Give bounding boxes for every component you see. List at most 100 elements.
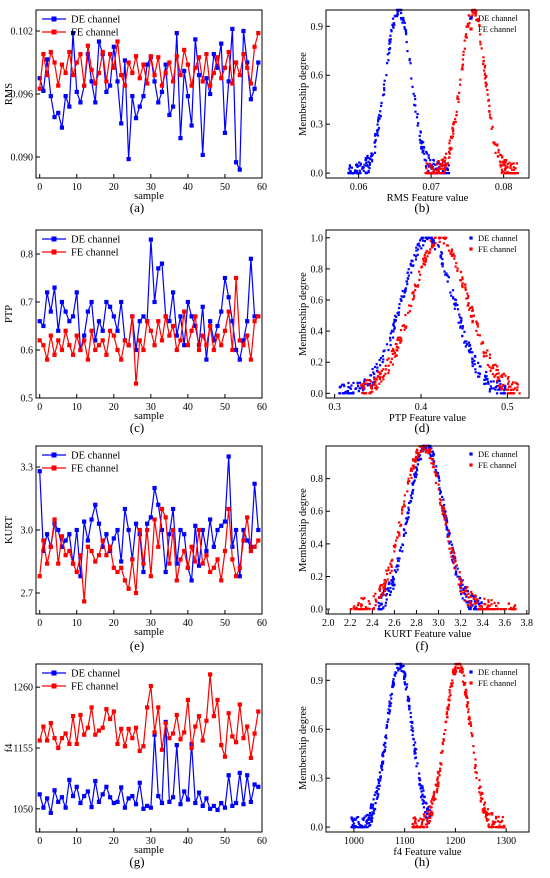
data-point: [458, 667, 461, 670]
data-point: [85, 43, 90, 48]
data-point: [428, 456, 431, 460]
data-point: [469, 723, 472, 726]
data-point: [368, 167, 371, 170]
data-point: [70, 352, 76, 357]
data-point: [59, 62, 65, 67]
data-point: [82, 333, 87, 338]
data-point: [434, 236, 437, 239]
data-point: [431, 802, 434, 805]
data-point: [478, 791, 481, 794]
data-point: [496, 369, 499, 372]
data-point: [447, 535, 450, 538]
data-point: [424, 811, 427, 814]
data-point: [443, 270, 446, 273]
data-point: [366, 813, 369, 817]
data-point: [403, 21, 406, 24]
data-point: [494, 604, 498, 607]
data-point: [504, 167, 507, 170]
data-point: [208, 517, 213, 522]
data-point: [472, 597, 476, 601]
data-point: [364, 608, 367, 611]
data-point: [52, 285, 57, 290]
data-point: [454, 118, 457, 121]
data-point: [390, 692, 393, 696]
data-point: [211, 544, 216, 549]
data-point: [348, 167, 351, 170]
data-point: [403, 27, 406, 31]
data-point: [389, 590, 392, 593]
data-point: [133, 381, 139, 386]
data-point: [445, 172, 448, 175]
data-point: [437, 784, 440, 788]
data-point: [442, 509, 445, 512]
data-point: [357, 821, 360, 824]
data-point: [379, 775, 382, 779]
data-point: [486, 812, 490, 815]
data-point: [512, 162, 515, 165]
data-point: [341, 392, 344, 395]
data-point: [471, 592, 474, 596]
data-point: [515, 382, 519, 385]
data-point: [385, 569, 388, 572]
data-point: [448, 695, 451, 698]
data-point: [456, 666, 460, 670]
y-tick-label: 0.9: [311, 676, 324, 687]
data-point: [349, 170, 352, 173]
data-point: [475, 320, 478, 323]
data-point: [491, 823, 494, 826]
y-tick-label: 0.3: [311, 774, 324, 785]
data-point: [485, 819, 489, 822]
data-point: [367, 822, 371, 825]
data-point: [474, 355, 477, 358]
data-point: [384, 372, 387, 375]
data-point: [461, 63, 465, 66]
data-point: [193, 800, 198, 806]
data-point: [448, 152, 451, 155]
data-point: [414, 104, 417, 107]
data-point: [376, 131, 379, 134]
data-point: [56, 338, 61, 343]
data-point: [193, 559, 198, 564]
data-point: [211, 338, 216, 343]
data-point: [453, 307, 456, 310]
data-point: [89, 804, 94, 810]
data-point: [178, 557, 183, 562]
data-point: [196, 55, 202, 60]
data-point: [417, 452, 420, 455]
data-point: [380, 104, 383, 107]
data-point: [476, 325, 479, 328]
data-point: [407, 268, 410, 271]
data-point: [360, 597, 363, 600]
data-point: [440, 763, 443, 766]
data-point: [395, 343, 398, 346]
data-point: [430, 813, 434, 816]
data-point: [182, 68, 187, 73]
data-point: [67, 741, 72, 747]
data-point: [451, 670, 455, 674]
data-point: [448, 139, 451, 142]
data-point: [219, 309, 224, 314]
data-point: [392, 578, 396, 581]
data-point: [400, 339, 403, 342]
data-point: [397, 346, 400, 349]
data-point: [406, 49, 409, 53]
data-point: [245, 773, 250, 778]
data-point: [461, 276, 464, 279]
data-point: [349, 392, 353, 395]
data-point: [471, 319, 474, 323]
data-point: [428, 251, 431, 254]
data-point: [472, 745, 475, 748]
data-point: [70, 73, 76, 78]
data-point: [245, 65, 250, 70]
data-point: [470, 305, 474, 309]
data-point: [498, 826, 502, 829]
data-point: [362, 392, 365, 395]
data-point: [96, 39, 102, 44]
data-point: [411, 260, 414, 263]
data-point: [370, 158, 374, 161]
data-point: [462, 674, 466, 677]
data-point: [45, 532, 50, 537]
data-point: [484, 376, 487, 379]
